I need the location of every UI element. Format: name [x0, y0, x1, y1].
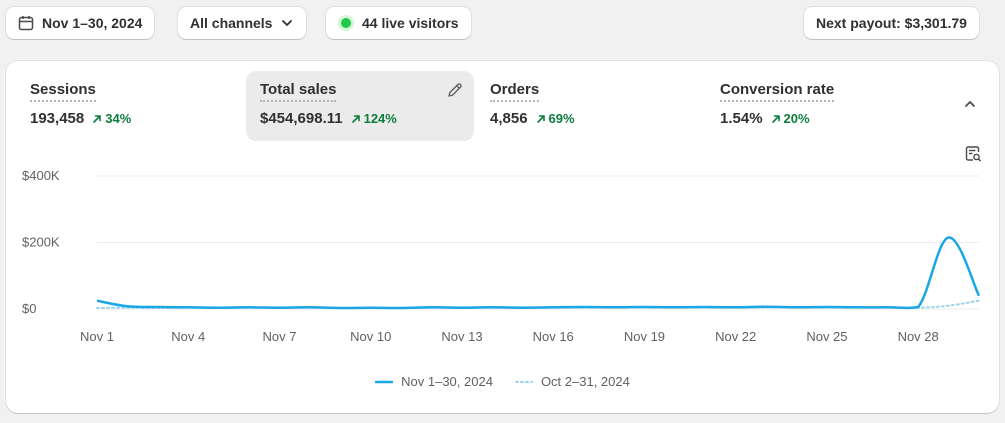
legend-dotted-line-swatch [514, 380, 533, 383]
date-range-button[interactable]: Nov 1–30, 2024 [6, 7, 155, 39]
legend-solid-line-swatch [375, 380, 394, 383]
metric-value: $454,698.11 [260, 110, 343, 127]
top-toolbar: Nov 1–30, 2024 All channels 44 live visi… [0, 0, 1005, 48]
channels-dropdown[interactable]: All channels [178, 7, 307, 39]
metric-label: Sessions [30, 81, 96, 102]
metric-change: 20% [771, 111, 810, 126]
legend-item-current[interactable]: Nov 1–30, 2024 [375, 374, 493, 389]
trend-up-arrow-icon [93, 114, 102, 123]
metric-change: 34% [92, 111, 131, 126]
legend-label-current: Nov 1–30, 2024 [401, 374, 493, 389]
metric-change-value: 34% [105, 111, 132, 126]
live-visitors-label: 44 live visitors [362, 15, 459, 31]
trend-up-arrow-icon [351, 114, 360, 123]
metric-label: Total sales [260, 81, 337, 102]
y-tick-label: $0 [22, 301, 36, 316]
primary-series-line [96, 236, 981, 310]
metric-total-sales[interactable]: Total sales $454,698.11 124% [246, 71, 474, 141]
metric-value: 4,856 [490, 110, 528, 127]
x-tick-label: Nov 4 [171, 329, 205, 344]
next-payout-button[interactable]: Next payout: $3,301.79 [804, 7, 979, 39]
x-tick-label: Nov 13 [441, 329, 482, 344]
x-tick-label: Nov 7 [262, 329, 296, 344]
legend-item-comparison[interactable]: Oct 2–31, 2024 [514, 374, 630, 389]
chart-legend: Nov 1–30, 2024 Oct 2–31, 2024 [6, 374, 999, 389]
sales-line-chart: $400K $200K $0 Nov 1 Nov 4 Nov 7 Nov 10 Nov 13 N… [22, 168, 981, 344]
analytics-card: Sessions 193,458 34% Total sales $454,69… [6, 61, 999, 413]
x-tick-label: Nov 19 [624, 329, 665, 344]
live-indicator-icon [338, 15, 354, 31]
x-tick-label: Nov 28 [898, 329, 939, 344]
metric-change-value: 69% [548, 111, 575, 126]
date-range-label: Nov 1–30, 2024 [42, 15, 143, 31]
metric-label: Conversion rate [720, 81, 835, 102]
trend-up-arrow-icon [771, 114, 780, 123]
x-tick-label: Nov 1 [80, 329, 114, 344]
metric-change: 69% [536, 111, 575, 126]
x-tick-label: Nov 22 [715, 329, 756, 344]
calendar-icon [18, 15, 34, 31]
x-tick-label: Nov 25 [806, 329, 847, 344]
metric-change-value: 20% [783, 111, 810, 126]
data-zoom-icon[interactable] [964, 145, 982, 168]
live-visitors-button[interactable]: 44 live visitors [326, 7, 471, 39]
metric-value: 1.54% [720, 110, 763, 127]
metric-value: 193,458 [30, 110, 85, 127]
metric-conversion-rate[interactable]: Conversion rate 1.54% 20% [706, 71, 934, 141]
x-tick-label: Nov 16 [533, 329, 574, 344]
legend-label-comparison: Oct 2–31, 2024 [540, 374, 630, 389]
metric-label: Orders [490, 81, 540, 102]
trend-up-arrow-icon [536, 114, 545, 123]
metric-change: 124% [351, 111, 397, 126]
y-tick-label: $200K [22, 235, 60, 250]
y-tick-label: $400K [22, 168, 60, 183]
pencil-icon[interactable] [446, 81, 464, 104]
x-tick-label: Nov 10 [350, 329, 391, 344]
metric-change-value: 124% [363, 111, 397, 126]
channels-label: All channels [190, 15, 273, 31]
metric-sessions[interactable]: Sessions 193,458 34% [16, 71, 244, 141]
chevron-up-icon[interactable] [961, 95, 979, 118]
next-payout-label: Next payout: $3,301.79 [816, 15, 967, 31]
chevron-down-icon [280, 16, 294, 30]
metric-orders[interactable]: Orders 4,856 69% [476, 71, 704, 141]
